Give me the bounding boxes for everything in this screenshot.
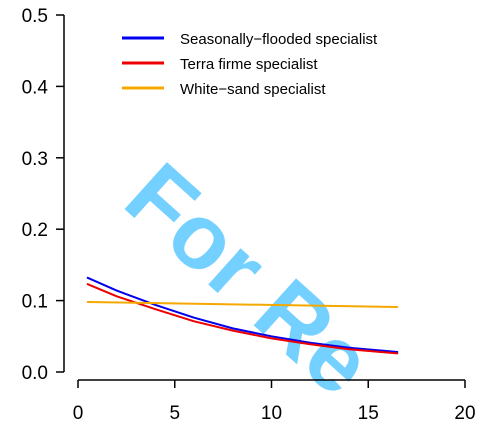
y-tick-label: 0.3 [22,149,48,170]
legend-label-white-sand: White−sand specialist [180,81,326,98]
series-line-1 [86,283,399,355]
x-tick-label: 10 [261,403,282,424]
series-line-2 [86,301,399,308]
x-tick-label: 20 [454,403,475,424]
legend: Seasonally−flooded specialist Terra firm… [122,31,378,98]
series-line-0 [86,276,399,353]
y-tick-label: 0.4 [22,77,49,98]
x-tick-label: 15 [358,403,379,424]
x-tick-label: 0 [73,403,84,424]
watermark: For Re [107,144,392,415]
y-tick-label: 0.1 [22,292,48,313]
x-tick-label: 5 [169,403,180,424]
watermark-text: For Re [107,144,392,415]
legend-label-seasonally-flooded: Seasonally−flooded specialist [180,31,378,48]
y-tick-label: 0.5 [22,6,48,27]
x-axis: 0 5 10 15 20 [73,379,476,424]
y-tick-label: 0.0 [22,363,48,384]
plot-lines [86,276,399,355]
legend-label-terra-firme: Terra firme specialist [180,56,318,73]
y-tick-label: 0.2 [22,220,48,241]
y-axis: 0.0 0.1 0.2 0.3 0.4 0.5 [22,6,65,384]
